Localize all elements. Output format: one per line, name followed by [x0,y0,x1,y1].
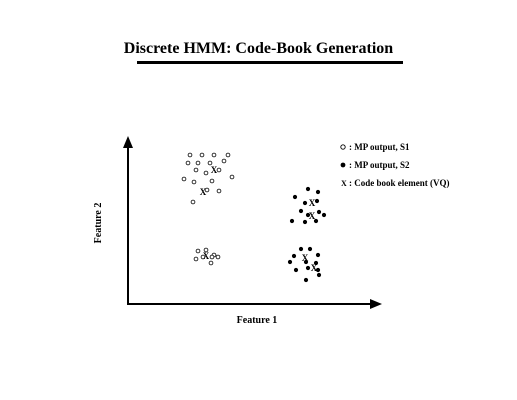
mp-output-s2-point [303,277,309,283]
mp-output-s1-point [199,152,205,158]
codebook-element-marker: X [302,253,309,263]
mp-output-s2-point [305,265,311,271]
mp-output-s2-point [298,246,304,252]
cluster-s2-lower: XX [287,246,322,283]
mp-output-s2-point [305,186,311,192]
mp-output-s2-point [292,194,298,200]
mp-output-s1-point [193,167,199,173]
codebook-element-marker: X [309,198,316,208]
x-axis-arrowhead [370,299,382,309]
mp-output-s1-point [193,256,199,262]
mp-output-s1-point [190,199,196,205]
legend-filled-circle-marker [340,162,346,168]
mp-output-s2-point [315,267,321,273]
codebook-element-marker: X [200,187,207,197]
mp-output-s2-point [307,246,313,252]
mp-output-s1-point [195,248,201,254]
mp-output-s1-point [195,160,201,166]
legend-codebook-label: : Code book element (VQ) [349,178,450,188]
mp-output-s1-point [229,174,235,180]
mp-output-s2-point [302,200,308,206]
mp-output-s1-point [209,178,215,184]
mp-output-s1-point [216,167,222,173]
mp-output-s2-point [298,208,304,214]
x-axis-label: Feature 1 [237,315,278,326]
mp-output-s1-point [203,170,209,176]
cluster-s1-upper: XX [181,152,235,205]
mp-output-s2-point [302,219,308,225]
mp-output-s1-point [211,152,217,158]
mp-output-s2-point [315,189,321,195]
mp-output-s1-point [191,179,197,185]
mp-output-s1-point [203,247,209,253]
mp-output-s2-point [287,259,293,265]
mp-output-s1-point [208,260,214,266]
axes [123,136,382,309]
cluster-s1-lower: X [193,247,221,266]
codebook-element-marker: X [311,263,318,273]
mp-output-s1-point [204,187,210,193]
mp-output-s1-point [216,188,222,194]
mp-output-s1-point [187,152,193,158]
legend: : MP output, S1 : MP output, S2 X : Code… [340,142,450,188]
mp-output-s2-point [316,209,322,215]
mp-output-s2-point [314,198,320,204]
mp-output-s2-point [321,212,327,218]
mp-output-s2-point [316,272,322,278]
legend-s2-label: : MP output, S2 [349,160,410,170]
legend-s1-label: : MP output, S1 [349,142,410,152]
mp-output-s2-point [315,252,321,258]
mp-output-s2-point [289,218,295,224]
mp-output-s1-point [209,254,215,260]
mp-output-s1-point [181,176,187,182]
mp-output-s1-point [207,160,213,166]
mp-output-s1-point [215,254,221,260]
mp-output-s2-point [291,253,297,259]
slide-title: Discrete HMM: Code-Book Generation [123,40,394,57]
y-axis-label: Feature 2 [93,203,104,244]
mp-output-s2-point [313,260,319,266]
mp-output-s2-point [313,218,319,224]
codebook-element-marker: X [211,165,218,175]
legend-open-circle-marker [340,144,346,150]
legend-x-marker: X [341,179,347,188]
mp-output-s1-point [225,152,231,158]
mp-output-s1-point [221,158,227,164]
codebook-element-marker: X [203,251,210,261]
mp-output-s2-point [305,212,311,218]
title-underline [137,61,403,64]
cluster-s2-upper: XX [289,186,327,225]
mp-output-s1-point [185,160,191,166]
codebook-element-marker: X [309,211,316,221]
mp-output-s2-point [293,267,299,273]
mp-output-s1-point [200,254,206,260]
y-axis-arrowhead [123,136,133,148]
mp-output-s2-point [303,259,309,265]
